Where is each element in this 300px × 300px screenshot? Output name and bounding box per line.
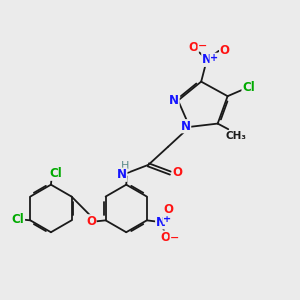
Text: N: N (181, 120, 191, 133)
Text: +: + (163, 214, 171, 224)
Text: Cl: Cl (242, 81, 255, 94)
Text: N: N (202, 53, 212, 66)
Text: N: N (169, 94, 179, 107)
Text: O: O (160, 231, 171, 244)
Text: O: O (163, 202, 173, 216)
Text: O: O (86, 215, 96, 228)
Text: +: + (210, 53, 218, 63)
Text: O: O (172, 166, 182, 179)
Text: O: O (220, 44, 230, 57)
Text: −: − (170, 232, 180, 242)
Text: −: − (198, 41, 208, 51)
Text: N: N (156, 216, 166, 229)
Text: CH₃: CH₃ (225, 131, 246, 141)
Text: O: O (188, 41, 198, 55)
Text: Cl: Cl (49, 167, 62, 180)
Text: H: H (121, 161, 129, 171)
Text: Cl: Cl (12, 212, 25, 226)
Text: N: N (117, 168, 127, 181)
